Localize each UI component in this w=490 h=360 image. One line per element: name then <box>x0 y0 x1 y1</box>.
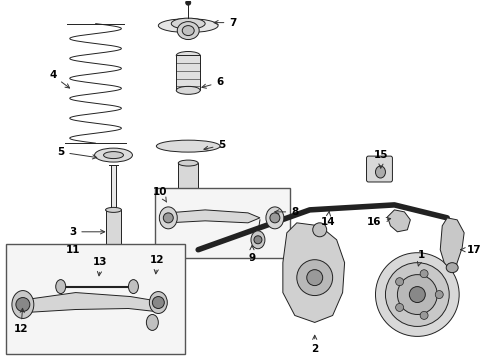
Ellipse shape <box>178 160 198 166</box>
Text: 17: 17 <box>461 245 482 255</box>
Ellipse shape <box>156 140 220 152</box>
Bar <box>178 163 198 193</box>
Polygon shape <box>168 210 260 223</box>
Text: 11: 11 <box>66 245 80 255</box>
Ellipse shape <box>182 26 194 36</box>
Circle shape <box>254 236 262 244</box>
Ellipse shape <box>158 19 218 32</box>
Ellipse shape <box>12 291 34 319</box>
Ellipse shape <box>105 207 122 212</box>
Circle shape <box>420 270 428 278</box>
Ellipse shape <box>172 18 205 29</box>
Circle shape <box>395 303 404 311</box>
Ellipse shape <box>128 280 138 293</box>
Circle shape <box>420 311 428 319</box>
Text: 7: 7 <box>214 18 237 28</box>
Circle shape <box>307 270 323 285</box>
Circle shape <box>270 213 280 223</box>
Polygon shape <box>440 218 464 270</box>
Circle shape <box>397 275 437 315</box>
Polygon shape <box>388 210 410 232</box>
Text: 4: 4 <box>49 71 70 88</box>
Text: 9: 9 <box>248 246 256 263</box>
Bar <box>105 210 122 268</box>
Ellipse shape <box>375 166 386 178</box>
Ellipse shape <box>147 315 158 330</box>
Text: 5: 5 <box>204 140 226 150</box>
Text: 13: 13 <box>93 257 108 276</box>
Text: 5: 5 <box>57 147 97 159</box>
Ellipse shape <box>266 207 284 229</box>
Circle shape <box>395 278 404 285</box>
Circle shape <box>435 291 443 298</box>
Circle shape <box>186 0 191 5</box>
Text: 14: 14 <box>320 211 335 227</box>
Text: 15: 15 <box>374 150 389 168</box>
Text: 16: 16 <box>367 217 391 227</box>
Ellipse shape <box>251 231 265 249</box>
Ellipse shape <box>149 292 167 314</box>
Circle shape <box>313 223 327 237</box>
Bar <box>155 188 290 258</box>
Ellipse shape <box>177 22 199 40</box>
Ellipse shape <box>105 266 122 278</box>
Ellipse shape <box>176 86 200 94</box>
Text: 3: 3 <box>69 227 105 237</box>
Ellipse shape <box>176 51 200 59</box>
Polygon shape <box>26 293 160 312</box>
Ellipse shape <box>95 148 132 162</box>
Text: 2: 2 <box>311 335 318 354</box>
Text: 1: 1 <box>417 250 425 266</box>
Ellipse shape <box>446 263 458 273</box>
Text: 6: 6 <box>202 77 224 88</box>
Text: 12: 12 <box>150 255 165 274</box>
Ellipse shape <box>178 190 198 196</box>
Circle shape <box>152 297 164 309</box>
Ellipse shape <box>56 280 66 293</box>
Bar <box>6 244 185 354</box>
Polygon shape <box>283 223 344 323</box>
Circle shape <box>16 298 30 311</box>
FancyBboxPatch shape <box>367 156 392 182</box>
Bar <box>176 55 200 90</box>
Circle shape <box>409 287 425 302</box>
Text: 8: 8 <box>275 207 298 217</box>
Circle shape <box>386 263 449 327</box>
Ellipse shape <box>103 152 123 159</box>
Circle shape <box>297 260 333 296</box>
Circle shape <box>163 213 173 223</box>
Circle shape <box>110 268 118 276</box>
Circle shape <box>375 253 459 336</box>
Ellipse shape <box>159 207 177 229</box>
Text: 12: 12 <box>14 309 28 334</box>
Bar <box>111 165 116 210</box>
Text: 10: 10 <box>153 187 168 202</box>
